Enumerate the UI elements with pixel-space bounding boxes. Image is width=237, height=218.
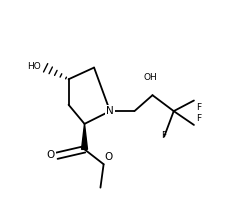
Text: O: O [46,150,55,160]
Text: N: N [106,106,114,116]
Polygon shape [82,124,87,149]
Text: O: O [105,152,113,162]
Text: F: F [162,131,167,140]
Text: F: F [196,103,201,112]
Text: OH: OH [143,73,157,82]
Text: HO: HO [27,62,41,71]
Text: F: F [196,114,201,123]
